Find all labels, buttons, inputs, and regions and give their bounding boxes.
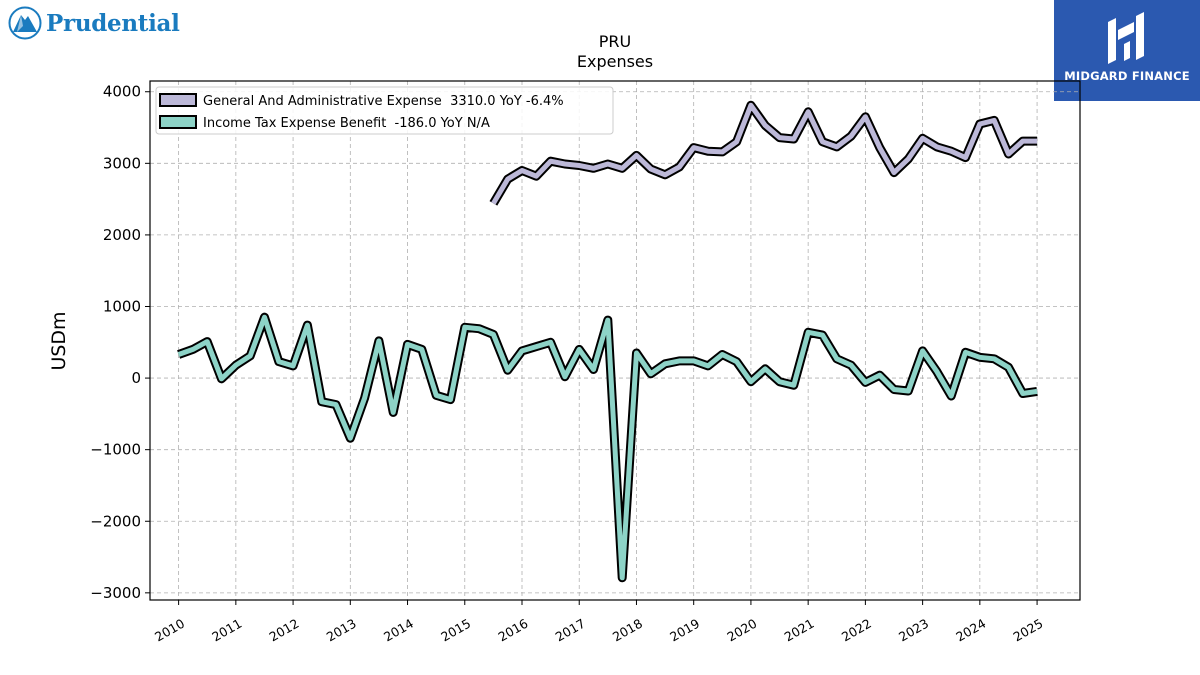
x-tick-label: 2022 <box>839 616 874 645</box>
x-tick-label: 2019 <box>667 616 702 645</box>
x-tick-label: 2018 <box>610 616 645 645</box>
y-tick-label: 2000 <box>103 226 141 244</box>
y-axis-label: USDm <box>48 311 70 370</box>
x-tick-label: 2015 <box>438 616 473 645</box>
x-axis: 2010 2011 2012 2013 2014 2015 2016 2017 2018 2019… <box>152 600 1046 645</box>
y-tick-label: 3000 <box>103 154 141 172</box>
y-tick-label: −3000 <box>90 584 141 602</box>
y-axis: −3000 −2000 −1000 0 1000 2000 3000 4000 <box>90 83 150 602</box>
y-tick-label: −2000 <box>90 512 141 530</box>
x-tick-label: 2014 <box>381 616 416 645</box>
ga-expense-line <box>491 102 1038 205</box>
legend-label-ga: General And Administrative Expense 3310.… <box>203 94 564 109</box>
prudential-logo: Prudential <box>8 6 180 40</box>
prudential-wordmark: Prudential <box>46 9 180 37</box>
midgard-emblem-icon <box>1108 12 1144 64</box>
legend-box <box>155 86 614 135</box>
x-tick-label: 2021 <box>782 616 817 645</box>
x-tick-label: 2024 <box>953 616 988 645</box>
x-tick-label: 2025 <box>1011 616 1046 645</box>
x-tick-label: 2013 <box>324 616 359 645</box>
x-tick-label: 2023 <box>896 616 931 645</box>
x-tick-label: 2011 <box>209 616 244 645</box>
x-tick-label: 2016 <box>495 616 530 645</box>
series-lines <box>177 100 1038 583</box>
y-tick-label: −1000 <box>90 441 141 459</box>
income-tax-line <box>177 314 1038 581</box>
y-tick-label: 4000 <box>103 83 141 101</box>
y-tick-label: 1000 <box>103 297 141 315</box>
legend-label-tax: Income Tax Expense Benefit -186.0 YoY N/… <box>203 116 490 131</box>
legend: General And Administrative Expense 3310.… <box>155 86 614 135</box>
plot-frame <box>149 80 1081 601</box>
x-tick-label: 2012 <box>267 616 302 645</box>
y-tick-label: 0 <box>131 369 141 387</box>
x-tick-label: 2020 <box>724 616 759 645</box>
chart-title: PRU <box>599 32 631 51</box>
midgard-finance-wordmark: MIDGARD FINANCE <box>1064 69 1190 83</box>
legend-swatch-ga <box>159 93 197 107</box>
x-tick-label: 2010 <box>152 616 187 645</box>
rock-icon <box>8 6 42 40</box>
x-tick-label: 2017 <box>553 616 588 645</box>
midgard-finance-logo: MIDGARD FINANCE <box>1054 0 1200 101</box>
legend-swatch-tax <box>159 115 197 129</box>
chart-subtitle: Expenses <box>577 52 653 71</box>
